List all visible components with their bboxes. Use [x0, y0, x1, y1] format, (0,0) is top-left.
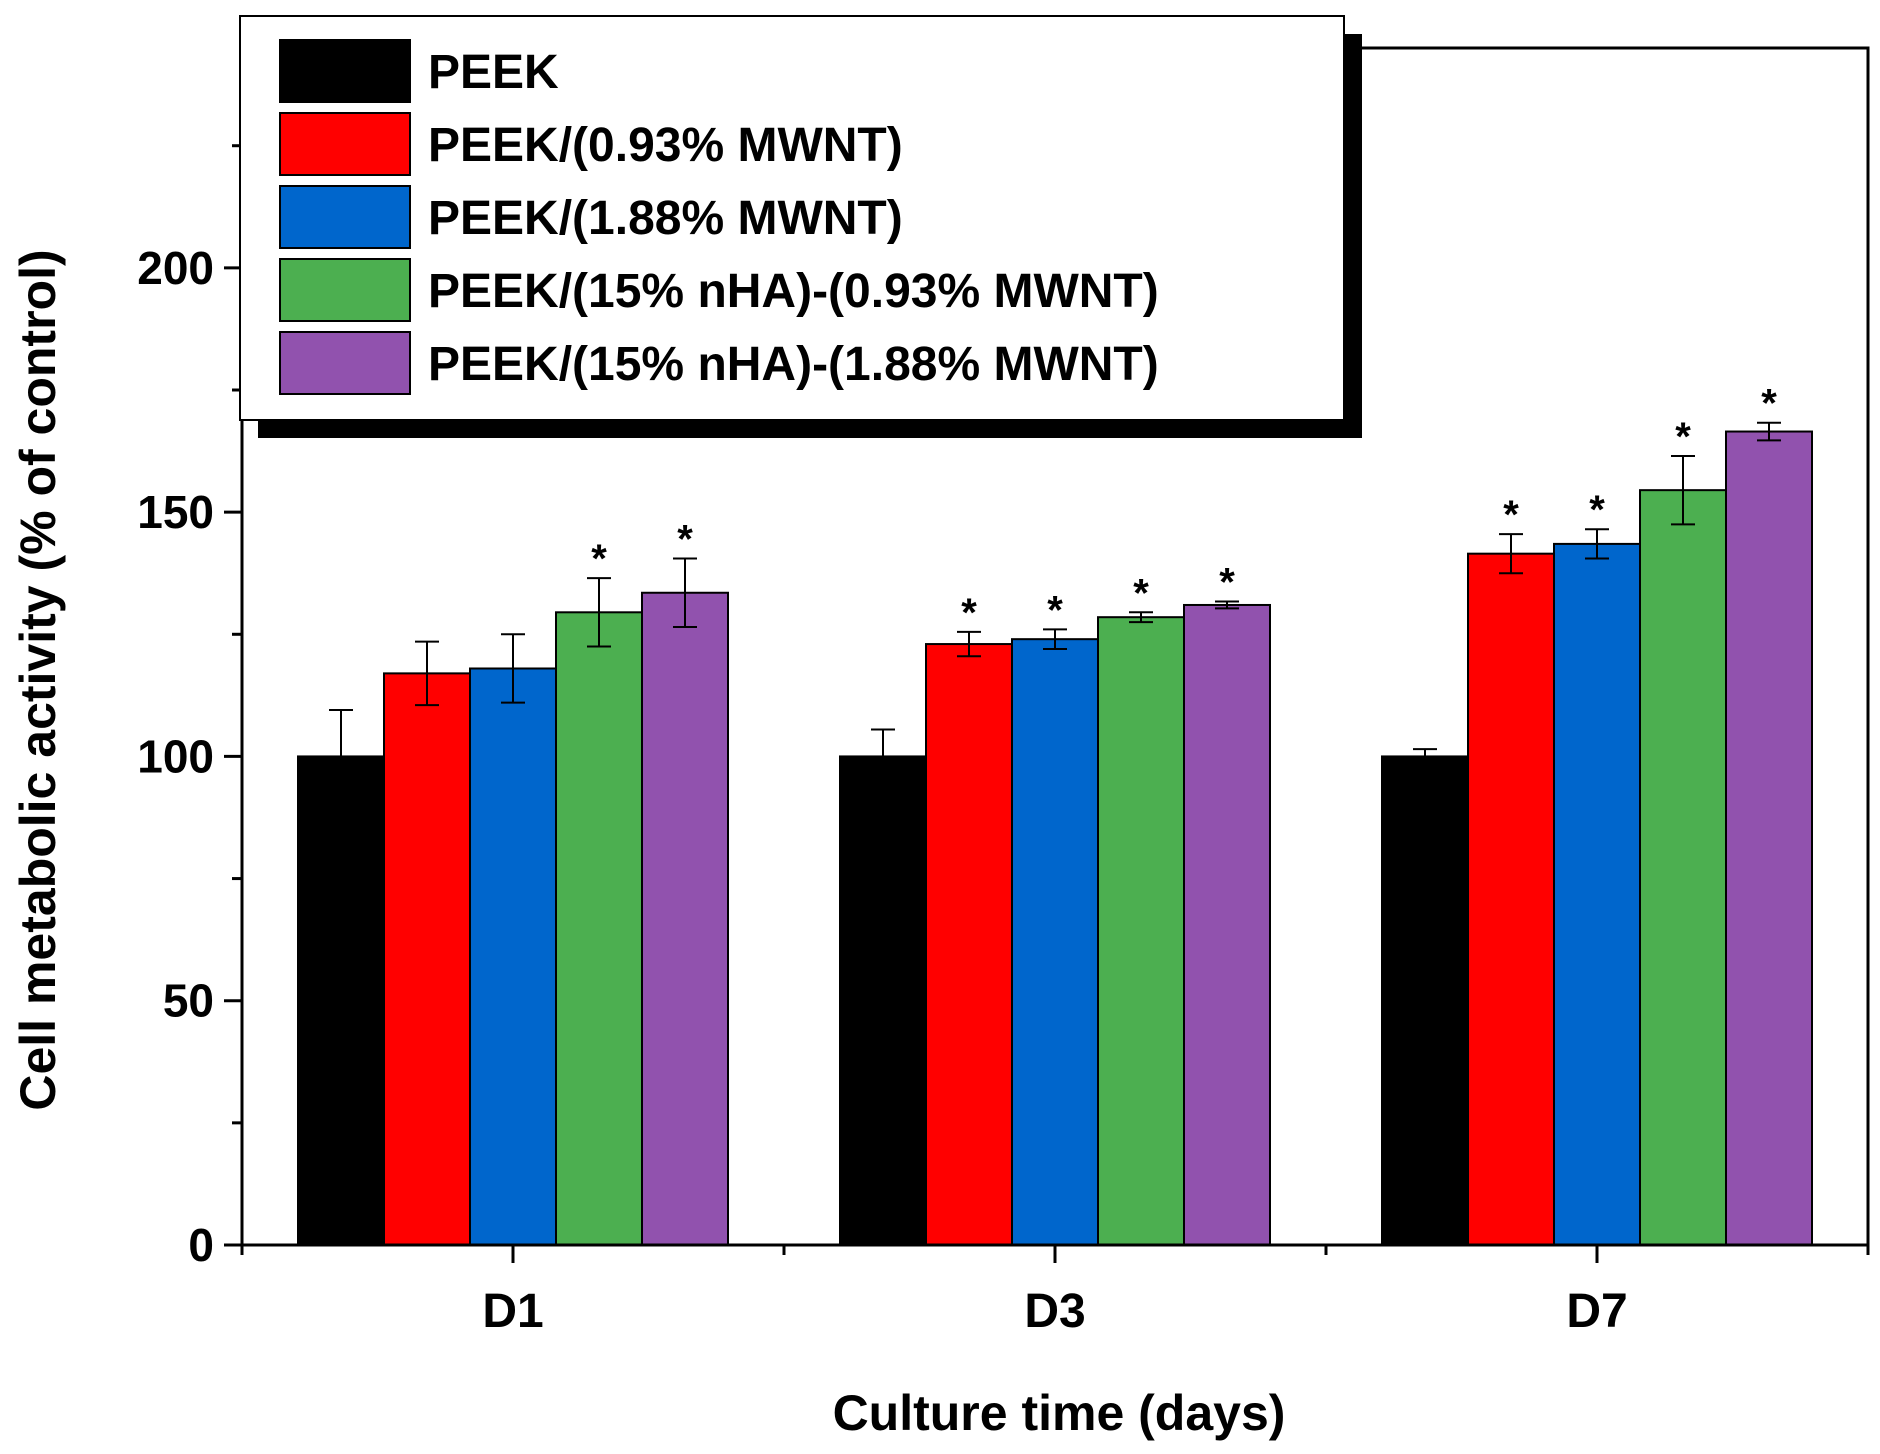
bar-3-D3 — [1011, 638, 1099, 1246]
bars-group: * * * * * * * * * * — [297, 382, 1813, 1247]
significance-marker: * — [591, 537, 607, 581]
significance-marker: * — [1761, 382, 1777, 426]
x-tick-label: D1 — [482, 1285, 543, 1338]
legend-swatch-2 — [279, 112, 411, 176]
bar-2-D1 — [383, 672, 471, 1246]
axes-group: 0 50 100 150 200 D1 D3 D7 — [137, 48, 1870, 1338]
legend-swatch-3 — [279, 185, 411, 249]
bar-2-D3 — [925, 643, 1013, 1246]
significance-marker: * — [677, 518, 693, 562]
legend: PEEK PEEK/(0.93% MWNT) PEEK/(1.88% MWNT) PE… — [239, 15, 1362, 438]
y-tick-label: 0 — [188, 1219, 214, 1271]
significance-marker: * — [1133, 571, 1149, 615]
bar-4-D1 — [555, 611, 643, 1246]
bar-4-D7 — [1639, 489, 1727, 1246]
bar-2-D7 — [1467, 552, 1555, 1246]
y-axis-label: Cell metabolic activity (% of control) — [10, 249, 66, 1110]
legend-label-1: PEEK — [428, 46, 559, 99]
bar-5-D1 — [641, 591, 729, 1246]
legend-box — [239, 15, 1345, 421]
legend-label-3: PEEK/(1.88% MWNT) — [428, 192, 903, 245]
significance-marker: * — [1589, 488, 1605, 532]
x-tick-label: D3 — [1024, 1285, 1085, 1338]
legend-swatch-4 — [279, 258, 411, 322]
legend-label-2: PEEK/(0.93% MWNT) — [428, 119, 903, 172]
legend-label-5: PEEK/(15% nHA)-(1.88% MWNT) — [428, 338, 1159, 391]
bar-4-D3 — [1097, 616, 1185, 1246]
x-axis-label: Culture time (days) — [833, 1385, 1286, 1441]
significance-marker: * — [1047, 588, 1063, 632]
bar-3-D1 — [469, 667, 557, 1246]
significance-marker: * — [1675, 415, 1691, 459]
significance-marker: * — [1503, 493, 1519, 537]
y-tick-label: 100 — [137, 730, 214, 782]
bar-5-D7 — [1725, 430, 1813, 1246]
bar-1-D3 — [839, 755, 927, 1247]
y-tick-label: 50 — [163, 975, 214, 1027]
y-tick-label: 200 — [137, 242, 214, 294]
bar-1-D7 — [1381, 755, 1469, 1247]
legend-label-4: PEEK/(15% nHA)-(0.93% MWNT) — [428, 265, 1159, 318]
legend-swatch-1 — [279, 39, 411, 103]
x-tick-label: D7 — [1566, 1285, 1627, 1338]
bar-3-D7 — [1553, 542, 1641, 1246]
legend-swatch-5 — [279, 331, 411, 395]
significance-marker: * — [1219, 561, 1235, 605]
bar-5-D3 — [1183, 603, 1271, 1246]
bar-1-D1 — [297, 755, 385, 1247]
y-tick-label: 150 — [137, 486, 214, 538]
significance-marker: * — [961, 591, 977, 635]
